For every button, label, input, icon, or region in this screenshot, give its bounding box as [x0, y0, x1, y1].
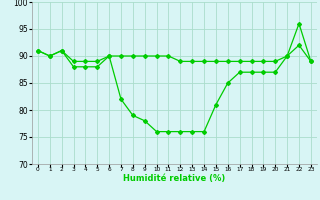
- X-axis label: Humidité relative (%): Humidité relative (%): [123, 174, 226, 183]
